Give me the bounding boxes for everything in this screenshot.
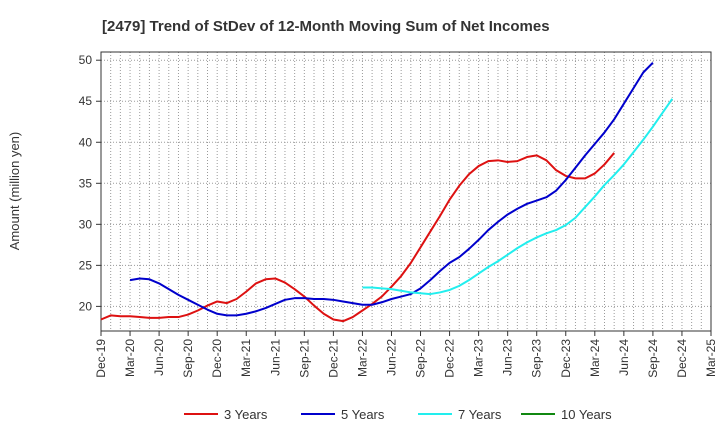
x-tick-label: Jun-23 [501, 339, 515, 376]
y-tick-label: 25 [79, 258, 93, 272]
legend-label: 7 Years [458, 407, 502, 422]
x-tick-label: Mar-21 [239, 339, 253, 377]
x-tick-label: Jun-20 [152, 339, 166, 376]
x-tick-label: Sep-20 [181, 339, 195, 378]
x-tick-label: Dec-20 [210, 339, 224, 378]
legend-label: 5 Years [341, 407, 385, 422]
y-tick-label: 30 [79, 217, 93, 231]
plot-area: 20 25 30 35 40 45 50 Dec-19 Mar-20 Jun-20 Sep-20 De… [79, 51, 718, 378]
series-line [100, 152, 615, 323]
y-tick-label: 20 [79, 299, 93, 313]
x-tick-label: Dec-23 [559, 339, 573, 378]
x-tick-label: Dec-24 [675, 339, 689, 378]
plot-border [100, 51, 712, 332]
x-tick-label: Jun-21 [268, 339, 282, 376]
y-tick-label: 40 [79, 135, 93, 149]
x-tick-label: Mar-20 [123, 339, 137, 377]
x-tick-label: Mar-25 [704, 339, 718, 377]
y-tick-label: 45 [79, 94, 93, 108]
x-tick-label: Mar-23 [472, 339, 486, 377]
y-tick-label: 35 [79, 176, 93, 190]
x-tick-label: Sep-21 [297, 339, 311, 378]
y-axis-title: Amount (million yen) [7, 132, 22, 251]
legend-label: 3 Years [224, 407, 268, 422]
x-tick-label: Sep-24 [646, 339, 660, 378]
series-line [129, 61, 654, 317]
x-tick-label: Sep-23 [530, 339, 544, 378]
series-line [362, 98, 674, 296]
legend: 3 Years 5 Years 7 Years 10 Years [184, 407, 612, 422]
x-tick-label: Dec-19 [94, 339, 108, 378]
x-tick-label: Dec-21 [326, 339, 340, 378]
x-tick-label: Jun-24 [617, 339, 631, 376]
x-tick-label: Dec-22 [443, 339, 457, 378]
y-tick-label: 50 [79, 53, 93, 67]
legend-label: 10 Years [561, 407, 612, 422]
chart-title: [2479] Trend of StDev of 12-Month Moving… [102, 18, 550, 35]
x-tick-label: Sep-22 [414, 339, 428, 378]
x-tick-label: Mar-22 [355, 339, 369, 377]
x-tick-label: Mar-24 [588, 339, 602, 377]
x-tick-label: Jun-22 [384, 339, 398, 376]
